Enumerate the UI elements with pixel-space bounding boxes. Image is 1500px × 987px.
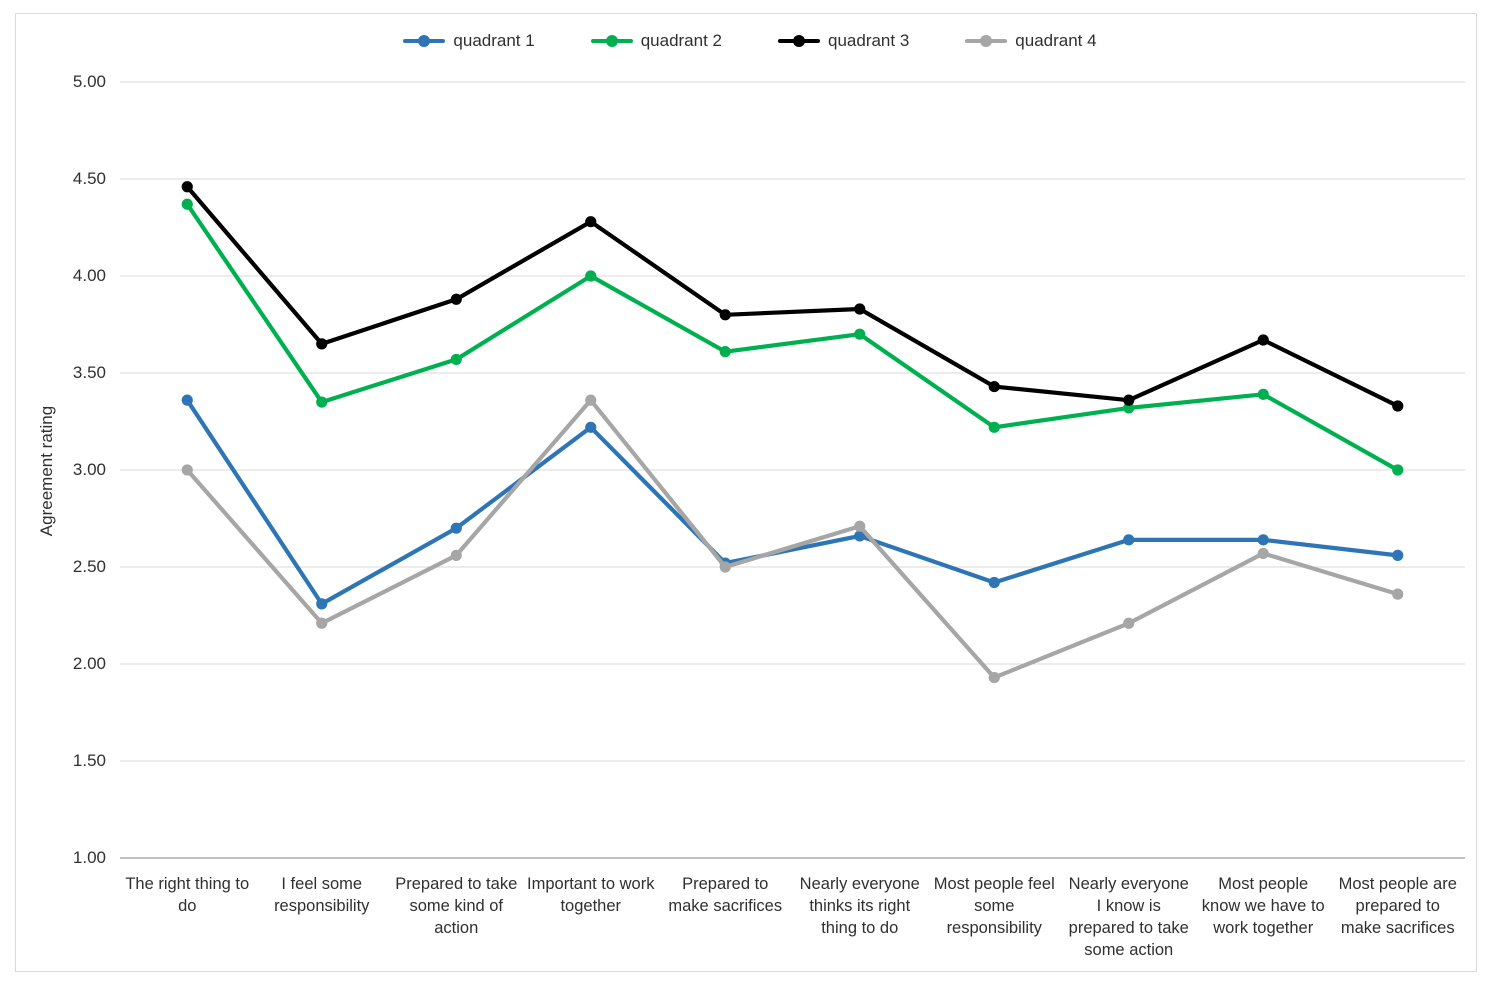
- data-point-quadrant-4: [450, 549, 462, 561]
- legend-item-quadrant-3: quadrant 3: [778, 31, 909, 51]
- x-axis-label: Most people know we have to work togethe…: [1201, 875, 1325, 937]
- x-axis-label: Nearly everyone I know is prepared to ta…: [1068, 875, 1189, 959]
- data-point-quadrant-1: [854, 530, 866, 542]
- x-axis-labels: The right thing to do I feel some respons…: [120, 873, 1465, 961]
- data-point-quadrant-3: [1123, 394, 1135, 406]
- data-point-quadrant-4: [854, 520, 866, 532]
- data-point-quadrant-1: [1123, 534, 1135, 546]
- x-axis-label: Important to work together: [527, 875, 655, 915]
- data-point-quadrant-4: [585, 394, 597, 406]
- data-point-quadrant-3: [988, 380, 1000, 393]
- legend-item-quadrant-1: quadrant 1: [403, 31, 535, 51]
- data-point-quadrant-2: [719, 346, 731, 358]
- data-point-quadrant-1: [450, 522, 462, 534]
- data-point-quadrant-1: [1392, 549, 1404, 561]
- legend-marker-quadrant-4: [965, 34, 1008, 48]
- legend-marker-quadrant-1: [403, 34, 446, 48]
- series-line-quadrant-2: [185, 202, 1400, 473]
- data-point-quadrant-2: [585, 270, 597, 282]
- data-point-quadrant-2: [1257, 388, 1269, 400]
- y-axis-tick-label: 3.50: [72, 363, 106, 382]
- legend-label: quadrant 1: [453, 31, 535, 50]
- legend-item-quadrant-2: quadrant 2: [590, 31, 722, 51]
- y-axis-tick-label: 4.50: [72, 169, 106, 188]
- legend-label: quadrant 3: [828, 31, 910, 50]
- x-axis-label: Most people are prepared to make sacrifi…: [1338, 875, 1457, 937]
- data-point-quadrant-3: [1392, 400, 1404, 412]
- data-point-quadrant-4: [316, 617, 328, 629]
- x-axis-label: I feel some responsibility: [274, 875, 370, 915]
- data-point-quadrant-4: [1123, 617, 1135, 629]
- data-point-quadrant-2: [1123, 402, 1135, 414]
- data-point-quadrant-3: [585, 216, 597, 228]
- data-point-quadrant-3: [450, 293, 462, 305]
- y-axis-tick-label: 2.50: [72, 557, 106, 576]
- y-axis-tick-label: 4.00: [72, 266, 106, 285]
- data-point-quadrant-2: [450, 353, 462, 366]
- data-point-quadrant-1: [316, 598, 328, 610]
- series-line-quadrant-3: [185, 184, 1400, 409]
- x-axis-label: Most people feel some responsibility: [933, 875, 1055, 937]
- figure-border: [15, 13, 1477, 972]
- y-axis-tick-label: 3.00: [72, 460, 106, 479]
- y-axis-tick-label: 2.00: [72, 654, 106, 673]
- y-axis-tick-label: 1.00: [72, 848, 106, 867]
- data-point-quadrant-1: [988, 576, 1000, 589]
- data-point-quadrant-4: [1392, 588, 1404, 600]
- data-point-quadrant-1: [585, 421, 597, 433]
- legend: quadrant 1 quadrant 2 quadrant 3 quadran…: [0, 28, 1500, 54]
- legend-marker-quadrant-2: [590, 34, 633, 48]
- data-point-quadrant-2: [181, 198, 193, 210]
- legend-item-quadrant-4: quadrant 4: [965, 31, 1097, 51]
- legend-label: quadrant 2: [640, 31, 722, 50]
- x-axis-label: Prepared to take some kind of action: [395, 875, 518, 937]
- data-point-quadrant-4: [719, 561, 731, 573]
- data-point-quadrant-2: [1392, 464, 1404, 476]
- x-axis-label: Nearly everyone thinks its right thing t…: [799, 875, 920, 937]
- legend-label: quadrant 4: [1015, 31, 1097, 50]
- x-axis-label: The right thing to do: [125, 875, 250, 915]
- y-axis-tick-label: 1.50: [72, 751, 106, 770]
- data-point-quadrant-4: [181, 464, 193, 476]
- data-point-quadrant-3: [316, 338, 328, 350]
- series-line-quadrant-4: [185, 398, 1400, 680]
- x-axis-label: Prepared to make sacrifices: [668, 875, 783, 915]
- data-point-quadrant-3: [719, 309, 731, 321]
- data-point-quadrant-3: [1257, 334, 1269, 346]
- data-point-quadrant-3: [181, 181, 193, 193]
- series-line-quadrant-1: [185, 398, 1400, 606]
- data-point-quadrant-4: [1257, 547, 1269, 560]
- y-axis-tick-label: 5.00: [72, 72, 106, 91]
- data-point-quadrant-1: [1257, 534, 1269, 546]
- data-point-quadrant-2: [854, 328, 866, 340]
- data-point-quadrant-3: [854, 303, 866, 315]
- plot-area: [120, 81, 1465, 859]
- data-point-quadrant-1: [181, 394, 193, 406]
- data-point-quadrant-4: [988, 671, 1000, 684]
- data-point-quadrant-2: [316, 396, 328, 408]
- data-point-quadrant-2: [988, 421, 1000, 433]
- legend-marker-quadrant-3: [778, 34, 820, 48]
